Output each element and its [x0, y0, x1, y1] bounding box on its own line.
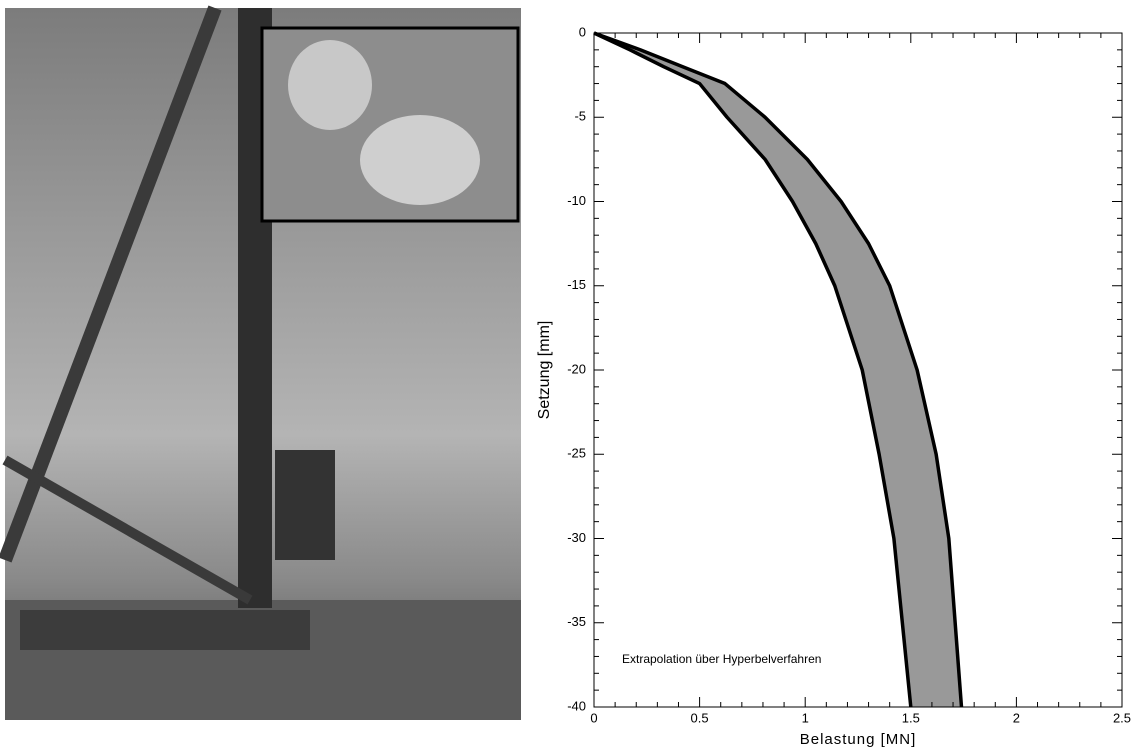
x-tick-label: 0.5	[691, 710, 709, 725]
y-tick-label: -35	[567, 614, 586, 629]
y-tick-label: -40	[567, 698, 586, 713]
y-tick-label: -10	[567, 193, 586, 208]
y-tick-label: -15	[567, 277, 586, 292]
x-tick-label: 2	[1013, 710, 1020, 725]
annotation: Extrapolation über Hyperbelverfahren	[622, 652, 821, 666]
x-tick-label: 1	[802, 710, 809, 725]
x-tick-label: 2.5	[1113, 710, 1131, 725]
x-axis-label: Belastung [MN]	[800, 731, 917, 748]
photo-base	[20, 610, 310, 650]
plot-frame	[594, 33, 1122, 707]
y-tick-label: -25	[567, 446, 586, 461]
page: Setzung [mm] Belastung [MN] Extrapolatio…	[0, 0, 1133, 749]
x-tick-label: 0	[590, 710, 597, 725]
y-tick-label: -5	[574, 109, 586, 124]
photo-cone	[360, 115, 480, 205]
photo	[5, 8, 521, 720]
photo-cone	[288, 40, 372, 130]
y-tick-label: -20	[567, 361, 586, 376]
photo-hammer	[275, 450, 335, 560]
y-tick-label: -30	[567, 530, 586, 545]
x-tick-label: 1.5	[902, 710, 920, 725]
figure: Setzung [mm] Belastung [MN] Extrapolatio…	[0, 0, 1133, 749]
chart: Setzung [mm] Belastung [MN] Extrapolatio…	[536, 24, 1131, 748]
band-fill	[594, 33, 961, 707]
y-axis-label: Setzung [mm]	[536, 321, 553, 420]
y-tick-label: 0	[579, 24, 586, 39]
